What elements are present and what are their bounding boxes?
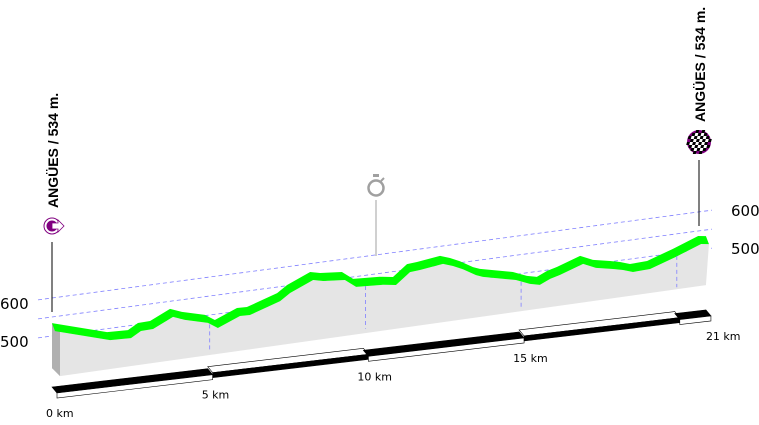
checker-square	[702, 136, 707, 139]
checker-square	[699, 139, 703, 142]
checker-square	[693, 136, 698, 139]
checker-square	[688, 145, 693, 148]
x-tick-label: 21 km	[706, 330, 741, 343]
checker-square	[690, 148, 695, 151]
checker-square	[687, 136, 692, 139]
checker-square	[695, 142, 699, 145]
grid-line-550	[37, 228, 712, 320]
km-scale-strip	[51, 309, 712, 399]
checker-square	[700, 133, 705, 136]
checker-square	[697, 133, 702, 136]
checker-square	[703, 133, 708, 136]
start-location-label: ANGÜES / 534 m.	[45, 93, 61, 208]
km-segment-side	[56, 374, 213, 399]
checker-square	[701, 142, 705, 145]
checker-square	[690, 136, 695, 139]
checker-square	[694, 133, 699, 136]
start-icon-arrow	[51, 219, 65, 233]
km-segment-side	[368, 337, 525, 362]
checker-square	[704, 142, 708, 145]
checker-square	[705, 139, 709, 142]
checker-square	[698, 151, 703, 154]
checker-square	[700, 145, 705, 148]
checker-square	[705, 136, 710, 139]
checker-square	[708, 139, 712, 142]
start-flag-icon	[43, 217, 65, 235]
stopwatch-button	[380, 177, 385, 182]
stopwatch-icon	[367, 174, 385, 197]
km-segment-side	[679, 315, 712, 325]
stopwatch-body	[367, 179, 385, 197]
checker-square	[686, 142, 690, 145]
checker-square	[699, 148, 704, 151]
y-tick-label-left: 600	[0, 295, 29, 313]
checker-square	[698, 142, 702, 145]
finish-location-label: ANGÜES / 534 m.	[692, 7, 708, 122]
x-tick-label: 5 km	[202, 389, 230, 402]
stopwatch-crown	[373, 174, 379, 177]
checker-square	[696, 139, 700, 142]
x-tick-label: 0 km	[46, 407, 74, 420]
checker-square	[692, 142, 696, 145]
checker-square	[706, 145, 711, 148]
checker-square	[696, 136, 701, 139]
checker-square	[695, 130, 700, 133]
checker-square	[693, 139, 697, 142]
checker-square	[690, 139, 694, 142]
profile-fill	[55, 243, 709, 377]
axis-labels: 0 km 5 km 10 km 15 km 21 km 600 500 600 500	[0, 202, 759, 420]
checker-square	[691, 145, 696, 148]
route-markers: ANGÜES / 534 m. ANGÜES / 534 m.	[43, 7, 712, 312]
checker-square	[689, 142, 693, 145]
checker-square	[699, 136, 704, 139]
x-tick-label: 15 km	[513, 352, 548, 365]
checkered-flag-icon	[686, 130, 712, 154]
grid-line-600	[37, 209, 712, 301]
checker-square	[691, 133, 696, 136]
profile-body	[52, 235, 709, 377]
checker-square	[694, 145, 699, 148]
checker-square	[697, 145, 702, 148]
profile-side-face	[52, 323, 60, 377]
y-tick-label-right: 500	[731, 240, 759, 258]
checker-square	[703, 145, 708, 148]
y-tick-label-left: 500	[0, 333, 29, 351]
checker-square	[696, 148, 701, 151]
checker-square	[702, 148, 707, 151]
x-tick-label: 10 km	[357, 370, 392, 383]
km-guide-lines	[209, 255, 678, 350]
checker-square	[702, 139, 706, 142]
checker-square	[692, 151, 697, 154]
checker-square	[701, 130, 706, 133]
y-tick-label-right: 600	[731, 202, 759, 220]
checker-square	[693, 148, 698, 151]
